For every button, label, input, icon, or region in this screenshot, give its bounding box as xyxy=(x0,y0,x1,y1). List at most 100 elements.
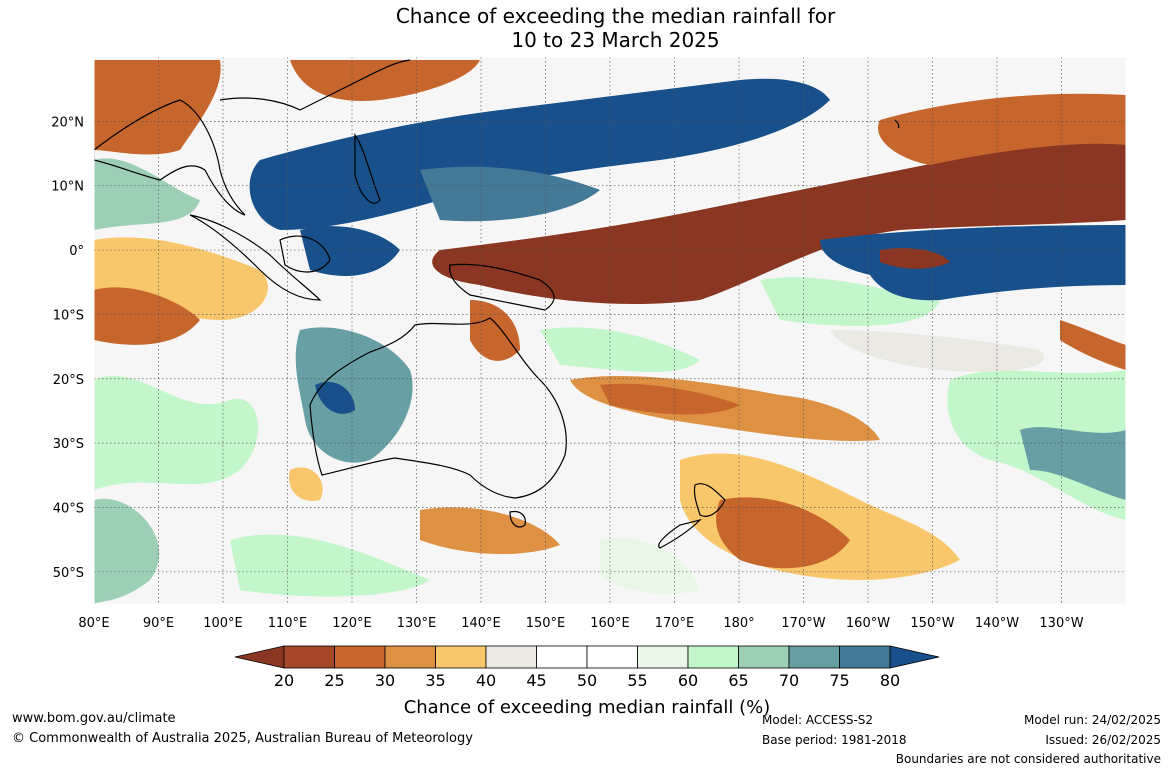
longitude-tick-label: 150°W xyxy=(910,616,954,631)
website-text: www.bom.gov.au/climate xyxy=(12,711,176,726)
green-patch xyxy=(600,538,700,595)
dry-region xyxy=(94,60,221,155)
green-patch xyxy=(94,158,200,230)
colorbar-segment xyxy=(283,645,335,669)
colorbar-tick-label: 35 xyxy=(425,671,445,690)
teal-patch xyxy=(1020,427,1126,500)
latitude-tick-label: 20°N xyxy=(51,115,84,130)
colorbar-segment xyxy=(536,645,588,669)
longitude-tick-label: 180° xyxy=(723,616,754,631)
model-run-text: Model run: 24/02/2025 xyxy=(1023,713,1161,727)
new-guinea-coast xyxy=(449,263,555,311)
wet-region xyxy=(295,327,413,463)
longitude-tick-label: 130°E xyxy=(397,616,437,631)
colorbar-tick-label: 25 xyxy=(324,671,344,690)
hawaii-coast xyxy=(894,119,900,129)
sumatra-java-coast xyxy=(189,214,322,301)
issued-text: Issued: 26/02/2025 xyxy=(1045,733,1161,747)
colorbar: 20 25 30 35 40 45 50 55 60 65 70 75 80 Chance of exc… xyxy=(234,645,940,718)
brown-patch xyxy=(1060,320,1126,370)
dry-region xyxy=(289,467,323,501)
colorbar-segment xyxy=(586,645,638,669)
colorbar-tick-label: 40 xyxy=(476,671,496,690)
green-patch xyxy=(94,498,160,604)
wet-region xyxy=(300,226,400,276)
graticule xyxy=(94,57,1126,604)
longitude-tick-label: 140°E xyxy=(461,616,501,631)
dry-region xyxy=(420,507,560,555)
colorbar-segment xyxy=(435,645,487,669)
green-patch xyxy=(540,327,700,372)
asia-coast-north xyxy=(219,59,411,111)
green-patch xyxy=(230,534,430,597)
longitude-tick-label: 90°E xyxy=(143,616,174,631)
copyright-text: © Commonwealth of Australia 2025, Austra… xyxy=(12,731,473,746)
colorbar-tick-label: 30 xyxy=(375,671,395,690)
colorbar-segment xyxy=(687,645,739,669)
colorbar-segment xyxy=(839,645,891,669)
colorbar-tick-label: 60 xyxy=(678,671,698,690)
longitude-tick-label: 80°E xyxy=(78,616,109,631)
colorbar-tick-label: 20 xyxy=(274,671,294,690)
latitude-tick-label: 10°S xyxy=(53,308,84,323)
colorbar-over-arrow xyxy=(889,645,940,669)
colorbar-tick-label: 55 xyxy=(627,671,647,690)
colorbar-segment xyxy=(738,645,790,669)
latitude-tick-label: 30°S xyxy=(53,437,84,452)
tasmania-coast xyxy=(509,510,526,528)
chart-title-line-1: Chance of exceeding the median rainfall … xyxy=(395,4,836,28)
colorbar-tick-label: 70 xyxy=(779,671,799,690)
dry-region xyxy=(600,383,740,415)
latitude-tick-label: 0° xyxy=(69,244,84,259)
borneo-coast xyxy=(279,235,331,273)
model-text: Model: ACCESS-S2 xyxy=(762,713,874,727)
latitude-labels: 20°N 10°N 0° 10°S 20°S 30°S 40°S 50°S xyxy=(51,115,84,580)
dry-region xyxy=(432,141,1126,305)
wet-region xyxy=(420,166,600,222)
wet-region xyxy=(249,78,830,231)
colorbar-tick-label: 50 xyxy=(577,671,597,690)
coastlines xyxy=(94,59,900,549)
longitude-tick-label: 160°E xyxy=(590,616,630,631)
colorbar-segment xyxy=(384,645,436,669)
longitude-tick-label: 140°W xyxy=(975,616,1019,631)
green-patch xyxy=(760,277,940,326)
green-patch xyxy=(94,375,259,490)
base-period-text: Base period: 1981-2018 xyxy=(762,733,907,747)
longitude-tick-label: 110°E xyxy=(268,616,308,631)
longitude-tick-label: 100°E xyxy=(203,616,243,631)
longitude-tick-label: 170°W xyxy=(781,616,825,631)
colorbar-tick-label: 45 xyxy=(526,671,546,690)
colorbar-tick-label: 75 xyxy=(829,671,849,690)
latitude-tick-label: 40°S xyxy=(53,501,84,516)
dry-region xyxy=(470,300,520,361)
colorbar-segment xyxy=(637,645,689,669)
dry-region xyxy=(94,287,200,345)
colorbar-tick-label: 65 xyxy=(728,671,748,690)
philippines-coast xyxy=(354,133,381,204)
colorbar-label: Chance of exceeding median rainfall (%) xyxy=(404,697,771,718)
colorbar-tick-label: 80 xyxy=(880,671,900,690)
colorbar-segment xyxy=(334,645,386,669)
new-zealand-coast xyxy=(658,483,726,549)
colorbar-segment xyxy=(788,645,840,669)
latitude-tick-label: 10°N xyxy=(51,180,84,195)
rainfall-probability-field xyxy=(94,60,1126,604)
wet-region xyxy=(315,381,355,414)
longitude-tick-label: 170°E xyxy=(655,616,695,631)
longitude-tick-label: 160°W xyxy=(846,616,890,631)
chart-title-line-2: 10 to 23 March 2025 xyxy=(511,28,720,52)
latitude-tick-label: 50°S xyxy=(53,566,84,581)
longitude-tick-label: 120°E xyxy=(332,616,372,631)
asia-coast xyxy=(94,99,246,216)
colorbar-segment xyxy=(485,645,537,669)
latitude-tick-label: 20°S xyxy=(53,373,84,388)
dry-region xyxy=(878,93,1126,165)
longitude-labels: 80°E 90°E 100°E 110°E 120°E 130°E 140°E 150°E 16… xyxy=(78,616,1083,631)
longitude-tick-label: 150°E xyxy=(526,616,566,631)
map-frame xyxy=(93,56,1127,605)
disclaimer-text: Boundaries are not considered authoritat… xyxy=(895,752,1161,766)
colorbar-under-arrow xyxy=(234,645,285,669)
grey-patch xyxy=(830,330,1044,372)
